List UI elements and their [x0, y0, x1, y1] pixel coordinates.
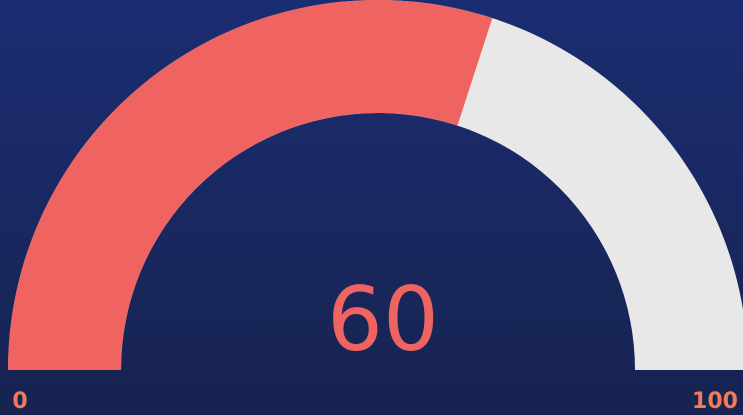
gauge-fill	[8, 0, 493, 370]
gauge-max-label: 100	[692, 389, 738, 414]
gauge	[8, 0, 743, 370]
gauge-value-label: 60	[327, 268, 439, 371]
gauge-min-label: 0	[12, 389, 27, 414]
